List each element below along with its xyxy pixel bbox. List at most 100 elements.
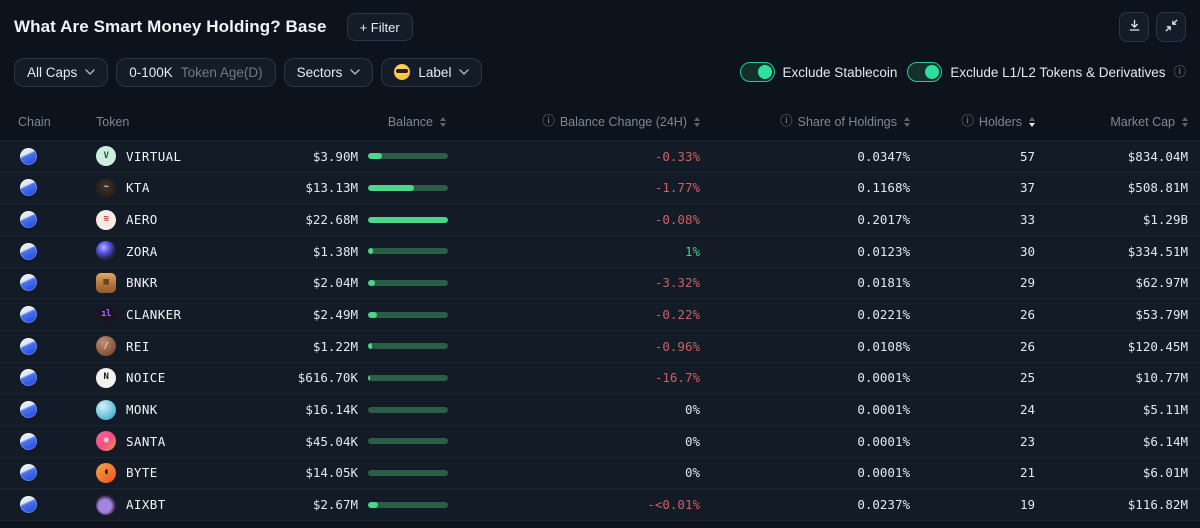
noice-token-icon: N — [96, 367, 116, 388]
balance-bar-fill — [368, 216, 448, 223]
table-row[interactable]: ❄ SANTA $45.04K 0% 0.0001% 23 $6.14M — [0, 424, 1200, 457]
exclude-l1l2-label: Exclude L1/L2 Tokens & Derivatives — [950, 64, 1166, 80]
base-chain-icon — [20, 337, 37, 355]
download-icon — [1127, 18, 1142, 36]
share-of-holdings-value: 0.1168% — [857, 180, 910, 196]
info-icon[interactable]: ⓘ — [1173, 64, 1186, 79]
santa-token-icon: ❄ — [96, 431, 116, 452]
market-cap-value: $120.45M — [1127, 338, 1188, 354]
table-row[interactable]: MONK $16.14K 0% 0.0001% 24 $5.11M — [0, 393, 1200, 425]
holders-value: 24 — [1019, 402, 1035, 418]
token-symbol: NOICE — [126, 370, 166, 386]
share-of-holdings-value: 0.0001% — [857, 402, 910, 418]
collapse-button[interactable] — [1156, 12, 1186, 42]
balance-change-value: -0.33% — [654, 148, 700, 164]
column-header-share-of-holdings[interactable]: ⓘ Share of Holdings — [700, 115, 910, 129]
balance-bar-fill — [368, 184, 415, 191]
kta-token-icon: ~ — [96, 177, 116, 198]
base-chain-icon — [20, 306, 37, 324]
sectors-filter-chip[interactable]: Sectors — [283, 57, 374, 87]
balance-bar — [368, 374, 448, 381]
table-row[interactable]: ◖ BYTE $14.05K 0% 0.0001% 21 $6.01M — [0, 456, 1200, 489]
balance-bar — [368, 438, 448, 445]
table-row[interactable]: N NOICE $616.70K -16.7% 0.0001% 25 $10.7… — [0, 361, 1200, 394]
chip-suffix-label: Token Age(D) — [180, 64, 263, 80]
table-row[interactable]: ~ KTA $13.13M -1.77% 0.1168% 37 $508.81M — [0, 171, 1200, 204]
balance-value: $2.67M — [312, 497, 358, 513]
table-row[interactable]: / REI $1.22M -0.96% 0.0108% 26 $120.45M — [0, 329, 1200, 362]
share-of-holdings-value: 0.0221% — [857, 307, 910, 323]
share-of-holdings-value: 0.0001% — [857, 370, 910, 386]
aero-token-icon: ≋ — [96, 209, 116, 230]
market-cap-value: $6.14M — [1142, 433, 1188, 449]
balance-change-value: -0.96% — [654, 338, 700, 354]
balance-bar-fill — [368, 343, 372, 350]
column-header-balance[interactable]: Balance — [270, 115, 450, 129]
balance-bar — [368, 406, 448, 413]
balance-bar — [368, 216, 448, 223]
column-header-token: Token — [96, 114, 130, 129]
zora-token-icon — [96, 241, 116, 262]
column-header-market-cap[interactable]: Market Cap — [1035, 115, 1200, 129]
balance-value: $2.49M — [312, 307, 358, 323]
collapse-icon — [1164, 18, 1179, 36]
balance-value: $3.90M — [312, 148, 358, 164]
exclude-l1l2-toggle[interactable] — [907, 62, 943, 82]
exclude-l1l2-group: Exclude L1/L2 Tokens & Derivatives ⓘ — [907, 62, 1186, 82]
chevron-down-icon — [85, 69, 95, 75]
table-row[interactable]: AIXBT $2.67M -<0.01% 0.0237% 19 $116.82M — [0, 488, 1200, 520]
balance-value: $45.04K — [305, 433, 358, 449]
balance-change-value: 1% — [684, 243, 700, 259]
market-cap-value: $116.82M — [1127, 497, 1188, 513]
bnkr-token-icon: ▦ — [96, 272, 116, 293]
token-symbol: KTA — [126, 180, 150, 196]
table-header: Chain Token Balance ⓘ Balance Change (24… — [0, 90, 1200, 140]
table-row[interactable]: ZORA $1.38M 1% 0.0123% 30 $334.51M — [0, 234, 1200, 267]
download-button[interactable] — [1119, 12, 1149, 42]
byte-token-icon: ◖ — [96, 462, 116, 483]
exclude-stablecoin-toggle[interactable] — [739, 62, 775, 82]
info-icon: ⓘ — [542, 114, 555, 129]
table-row[interactable]: ▦ BNKR $2.04M -3.32% 0.0181% 29 $62.97M — [0, 266, 1200, 299]
balance-bar — [368, 279, 448, 286]
add-filter-button[interactable]: + Filter — [346, 13, 413, 41]
filter-bar: All Caps 0-100K Token Age(D) Sectors Lab… — [0, 54, 1200, 90]
holders-value: 57 — [1019, 148, 1035, 164]
balance-value: $22.68M — [305, 212, 358, 228]
balance-bar-fill — [368, 248, 373, 255]
token-symbol: VIRTUAL — [126, 148, 182, 164]
chip-label: Label — [418, 64, 452, 80]
balance-change-value: 0% — [684, 402, 700, 418]
token-symbol: AERO — [126, 212, 158, 228]
balance-change-value: -0.22% — [654, 307, 700, 323]
column-header-holders[interactable]: ⓘ Holders — [910, 115, 1035, 129]
token-symbol: AIXBT — [126, 497, 166, 513]
market-cap-value: $1.29B — [1142, 212, 1188, 228]
share-of-holdings-value: 0.0001% — [857, 465, 910, 481]
market-cap-value: $62.97M — [1135, 275, 1188, 291]
token-age-filter-chip[interactable]: 0-100K Token Age(D) — [116, 57, 276, 87]
top-bar: What Are Smart Money Holding? Base + Fil… — [0, 0, 1200, 54]
column-header-balance-change[interactable]: ⓘ Balance Change (24H) — [450, 115, 700, 129]
holders-value: 26 — [1019, 307, 1035, 323]
market-cap-value: $53.79M — [1135, 307, 1188, 323]
info-icon: ⓘ — [780, 114, 793, 129]
market-cap-filter-chip[interactable]: All Caps — [14, 57, 109, 87]
sort-icon — [904, 116, 910, 127]
table-row[interactable]: V VIRTUAL $3.90M -0.33% 0.0347% 57 $834.… — [0, 140, 1200, 172]
holders-value: 33 — [1019, 212, 1035, 228]
table-row[interactable]: ≋ AERO $22.68M -0.08% 0.2017% 33 $1.29B — [0, 203, 1200, 235]
base-chain-icon — [20, 432, 37, 450]
balance-value: $1.38M — [312, 243, 358, 259]
balance-change-value: -1.77% — [654, 180, 700, 196]
balance-bar-fill — [368, 279, 376, 286]
monk-token-icon — [96, 399, 116, 420]
sunglasses-emoji-icon — [394, 64, 411, 80]
label-filter-chip[interactable]: Label — [381, 57, 483, 87]
balance-bar — [368, 501, 448, 508]
sort-icon — [694, 116, 700, 127]
base-chain-icon — [20, 369, 37, 387]
exclude-stablecoin-group: Exclude Stablecoin — [739, 62, 897, 82]
table-row[interactable]: ıl CLANKER $2.49M -0.22% 0.0221% 26 $53.… — [0, 298, 1200, 330]
